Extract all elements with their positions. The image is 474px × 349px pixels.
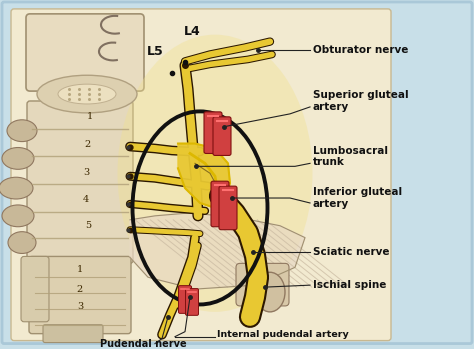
- Ellipse shape: [7, 120, 37, 142]
- Text: 2: 2: [77, 284, 83, 294]
- Text: Sciatic nerve: Sciatic nerve: [313, 247, 390, 258]
- Text: Lumbosacral
trunk: Lumbosacral trunk: [313, 146, 388, 167]
- Polygon shape: [178, 143, 230, 208]
- Text: 2: 2: [85, 140, 91, 149]
- FancyBboxPatch shape: [213, 117, 231, 155]
- Text: L4: L4: [183, 25, 201, 38]
- Text: 1: 1: [87, 112, 93, 121]
- FancyBboxPatch shape: [236, 263, 289, 306]
- FancyBboxPatch shape: [26, 14, 144, 91]
- FancyBboxPatch shape: [204, 112, 222, 154]
- Polygon shape: [130, 213, 305, 289]
- FancyBboxPatch shape: [185, 289, 199, 315]
- FancyBboxPatch shape: [179, 285, 191, 313]
- FancyBboxPatch shape: [21, 257, 49, 322]
- Ellipse shape: [2, 205, 34, 227]
- FancyBboxPatch shape: [219, 186, 237, 230]
- Text: 3: 3: [77, 303, 83, 311]
- FancyBboxPatch shape: [29, 257, 131, 334]
- Ellipse shape: [2, 148, 34, 169]
- FancyBboxPatch shape: [211, 181, 229, 227]
- Ellipse shape: [0, 177, 33, 199]
- Text: Obturator nerve: Obturator nerve: [313, 45, 409, 54]
- Text: 3: 3: [83, 168, 89, 177]
- Text: Superior gluteal
artery: Superior gluteal artery: [313, 90, 409, 112]
- Text: Pudendal nerve: Pudendal nerve: [100, 339, 187, 349]
- Text: L5: L5: [146, 45, 164, 58]
- FancyBboxPatch shape: [43, 325, 103, 343]
- Ellipse shape: [58, 84, 116, 104]
- FancyBboxPatch shape: [27, 101, 133, 263]
- Text: 4: 4: [83, 195, 89, 205]
- Ellipse shape: [8, 232, 36, 253]
- Ellipse shape: [255, 272, 285, 312]
- Text: 1: 1: [77, 265, 83, 274]
- Text: Ischial spine: Ischial spine: [313, 280, 386, 290]
- Text: Inferior gluteal
artery: Inferior gluteal artery: [313, 187, 402, 209]
- Ellipse shape: [37, 75, 137, 113]
- FancyBboxPatch shape: [2, 2, 472, 343]
- Text: 5: 5: [85, 221, 91, 230]
- Ellipse shape: [118, 35, 312, 312]
- FancyBboxPatch shape: [11, 9, 391, 341]
- Text: Internal pudendal artery: Internal pudendal artery: [217, 330, 349, 339]
